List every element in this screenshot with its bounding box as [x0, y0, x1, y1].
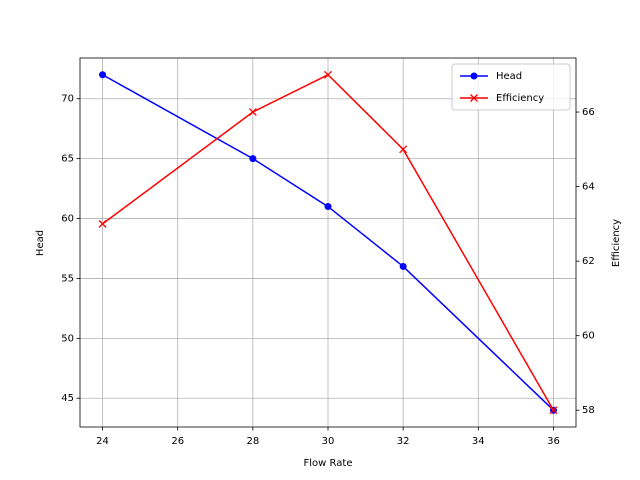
marker	[324, 70, 332, 79]
marker	[470, 94, 478, 102]
legend-label: Head	[496, 71, 522, 82]
plot-frame	[79, 57, 577, 428]
y2-tick-label: 62	[582, 256, 595, 267]
y-tick-label: 55	[61, 273, 74, 284]
marker	[399, 145, 408, 154]
marker	[470, 72, 478, 80]
marker	[249, 155, 257, 163]
y-tick-label: 50	[61, 333, 74, 344]
x-tick-label: 34	[472, 436, 485, 447]
marker	[98, 219, 107, 228]
x-tick-label: 30	[322, 436, 335, 447]
y-tick-label: 60	[61, 214, 74, 225]
y-tick-label: 70	[61, 94, 74, 105]
x-tick-label: 36	[547, 436, 560, 447]
y2-tick-label: 66	[582, 107, 595, 118]
marker	[99, 71, 107, 79]
y2-tick-label: 64	[582, 182, 595, 193]
legend: Head Efficiency	[451, 63, 571, 111]
marker	[248, 108, 257, 117]
marker	[399, 262, 407, 270]
y-axis-label: Head	[35, 230, 46, 256]
marker	[549, 406, 558, 415]
x-tick-label: 32	[397, 436, 410, 447]
y-tick-label: 45	[61, 393, 74, 404]
x-tick-label: 28	[246, 436, 259, 447]
y2-tick-label: 58	[582, 405, 595, 416]
legend-label: Efficiency	[496, 93, 544, 104]
x-tick-label: 24	[96, 436, 109, 447]
y2-axis-label: Efficiency	[611, 219, 622, 267]
marker	[324, 203, 332, 211]
x-tick-label: 26	[171, 436, 184, 447]
y2-tick-label: 60	[582, 331, 595, 342]
y-tick-label: 65	[61, 154, 74, 165]
x-axis-label: Flow Rate	[304, 458, 353, 469]
